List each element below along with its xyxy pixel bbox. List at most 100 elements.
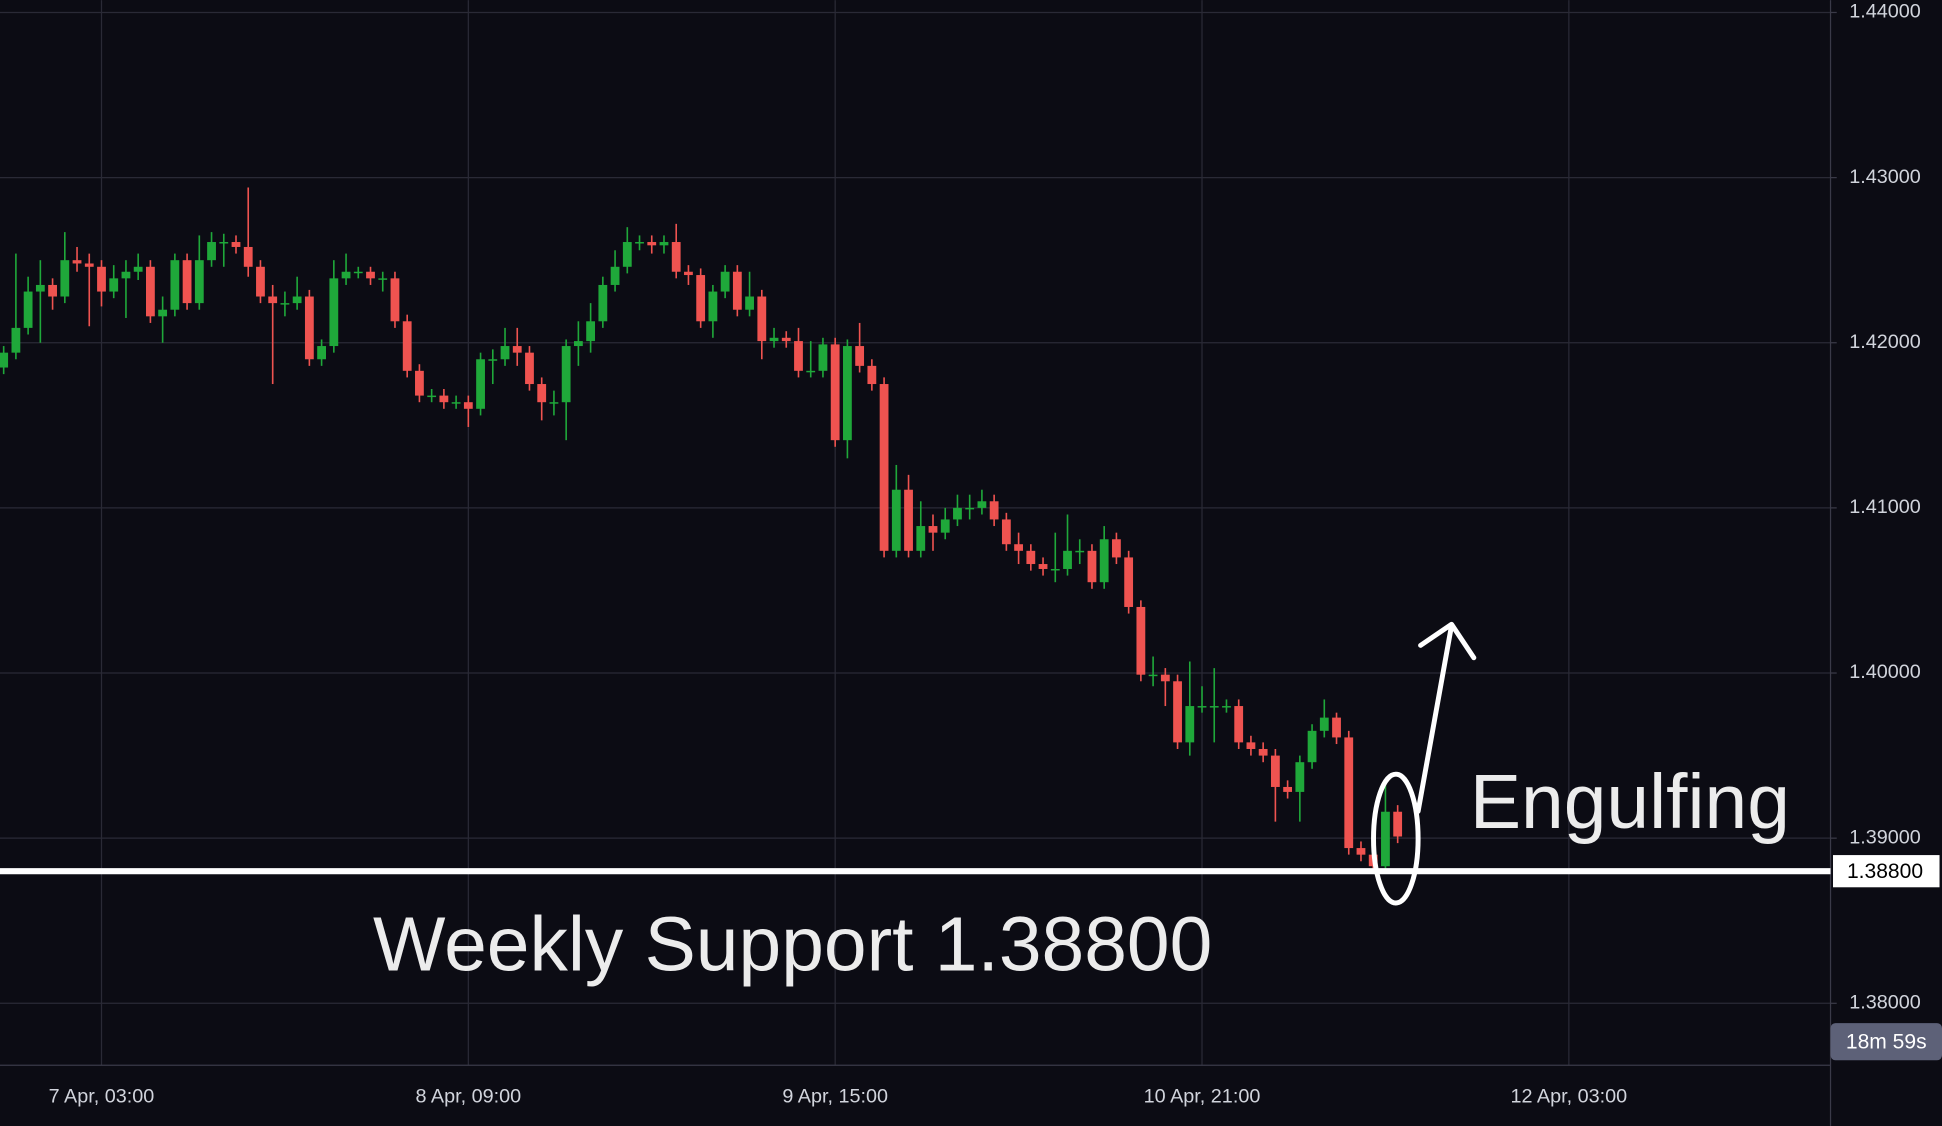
candle-body [891, 489, 901, 551]
candle-body [146, 266, 155, 317]
candle-body [463, 402, 473, 409]
candle-body [561, 346, 571, 403]
candle-body [671, 242, 681, 272]
candle-body [292, 296, 302, 304]
y-tick-label: 1.42000 [1849, 331, 1921, 353]
candle-body [806, 370, 816, 373]
candle-body [415, 370, 424, 396]
candle-body [280, 303, 290, 305]
candle-body [109, 278, 119, 292]
candle-body [745, 296, 754, 310]
pattern-ellipse [1371, 771, 1421, 906]
candle-body [378, 278, 388, 280]
candle-body [1332, 717, 1341, 738]
candle-body [622, 242, 632, 267]
candle-body [158, 309, 168, 317]
axes: 1.38000 1.39000 1.40000 1.41000 1.42000 1.430… [49, 1, 1921, 1108]
candle-body [476, 359, 485, 409]
pattern-annotation: Engulfing [1470, 759, 1790, 845]
support-price-box [1833, 855, 1940, 888]
candle-body [1393, 811, 1403, 837]
candle-body [842, 346, 852, 441]
candle-body [708, 291, 718, 322]
y-tick-label: 1.44000 [1849, 1, 1921, 23]
candle-body [586, 321, 596, 342]
candle-body [207, 242, 216, 261]
candle-body [268, 296, 278, 304]
candle-body [1038, 564, 1048, 569]
candle-body [243, 246, 253, 267]
candle-body [977, 501, 987, 508]
candle-body [1050, 568, 1060, 571]
candle-body [635, 242, 644, 244]
candle-body [35, 284, 45, 292]
candle-body [1381, 811, 1390, 867]
candle-body [916, 526, 926, 551]
candle-body [84, 263, 94, 267]
candle-body [1124, 557, 1134, 607]
candle-body [1246, 742, 1256, 749]
countdown: 18m 59s [1846, 1030, 1927, 1053]
candle-body [525, 352, 534, 385]
candle-body [1001, 519, 1011, 545]
candle-body [182, 260, 192, 304]
candle-body [1258, 748, 1268, 756]
candle-body [940, 519, 950, 533]
candle-body [1356, 848, 1366, 855]
candle-body [353, 271, 363, 274]
candle-body [928, 526, 938, 533]
candle-body [133, 266, 143, 272]
x-tick-label: 7 Apr, 03:00 [49, 1086, 155, 1108]
candle-body [1112, 539, 1121, 558]
candle-body [1160, 674, 1170, 682]
candle-body [757, 296, 767, 342]
candle-body [366, 271, 375, 279]
y-tick-label: 1.40000 [1849, 661, 1921, 683]
candle-body [794, 341, 803, 371]
candle-body [720, 271, 730, 292]
candle-body [867, 365, 877, 385]
candle-body [573, 341, 583, 347]
candle-body [769, 337, 779, 342]
candle-body [219, 242, 229, 244]
candle-body [512, 346, 522, 353]
support-annotation: Weekly Support 1.38800 [373, 901, 1212, 987]
candle-body [1222, 706, 1231, 708]
candle-body [97, 266, 106, 292]
candle-body [1307, 730, 1317, 763]
candle-body [855, 346, 865, 366]
candle-body [60, 260, 70, 297]
candle-body [610, 266, 620, 285]
candle-body [1063, 550, 1072, 569]
candle-body [818, 344, 828, 371]
candle-body [696, 275, 706, 322]
candle-body [781, 337, 791, 342]
candle-body [879, 384, 889, 551]
candle-body [390, 278, 400, 322]
candle-body [48, 284, 57, 297]
candle-body [965, 507, 975, 510]
drawings [1371, 621, 1477, 906]
candle-body [0, 352, 9, 368]
candle-body [537, 384, 547, 403]
candle-body [684, 271, 693, 276]
candle-body [1234, 706, 1244, 743]
grid [0, 0, 1831, 1066]
candle-body [427, 395, 437, 398]
candle-body [500, 346, 510, 360]
candle-body [732, 271, 742, 310]
x-tick-label: 8 Apr, 09:00 [415, 1086, 521, 1108]
candle-body [1185, 706, 1195, 743]
candle-body [1099, 539, 1109, 583]
candle-body [329, 278, 339, 347]
y-tick-label: 1.43000 [1849, 166, 1921, 188]
candle-body [953, 507, 962, 520]
candle-body [23, 291, 33, 328]
candle-body [439, 395, 449, 403]
support-price-label: 1.38800 [1847, 860, 1923, 883]
candle-body [402, 321, 412, 371]
candle-body [317, 346, 326, 360]
candle-body [647, 242, 657, 246]
